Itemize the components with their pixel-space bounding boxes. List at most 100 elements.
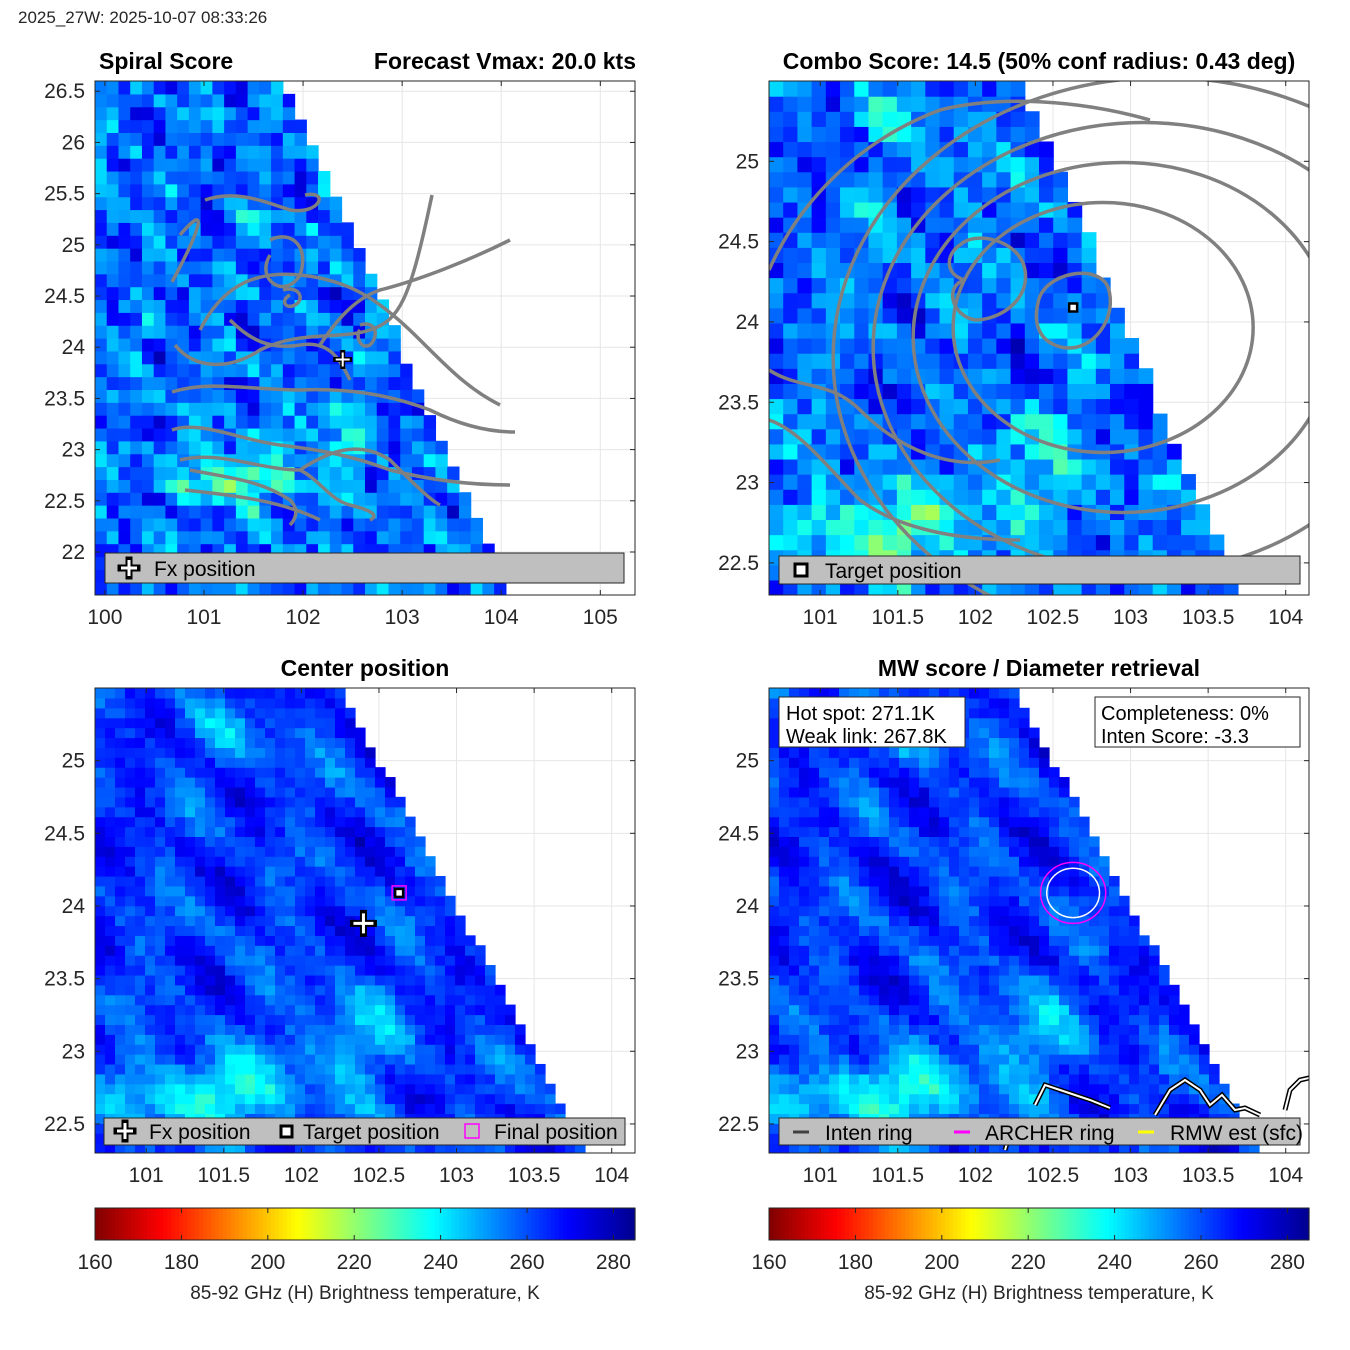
- heatmap-cell: [911, 413, 926, 430]
- heatmap-cell: [969, 984, 980, 996]
- heatmap-cell: [1079, 1063, 1090, 1075]
- heatmap-cell: [95, 582, 108, 595]
- heatmap-cell: [959, 1093, 970, 1105]
- heatmap-cell: [415, 1054, 426, 1065]
- heatmap-cell: [849, 945, 860, 956]
- heatmap-cell: [535, 1143, 546, 1153]
- heatmap-cell: [215, 895, 226, 907]
- heatmap-cell: [341, 415, 354, 429]
- heatmap-cell: [515, 1083, 526, 1095]
- heatmap-cell: [458, 582, 472, 595]
- heatmap-cell: [318, 517, 331, 532]
- heatmap-cell: [1009, 1073, 1020, 1085]
- heatmap-cell: [849, 1044, 860, 1055]
- heatmap-cell: [235, 955, 246, 966]
- heatmap-cell: [1129, 915, 1140, 927]
- heatmap-cell: [929, 1063, 940, 1075]
- heatmap-cell: [105, 846, 116, 857]
- heatmap-cell: [155, 1034, 166, 1045]
- heatmap-cell: [925, 126, 941, 143]
- heatmap-cell: [95, 1143, 106, 1153]
- heatmap-cell: [235, 81, 249, 95]
- heatmap-cell: [929, 1034, 940, 1045]
- heatmap-cell: [1159, 1143, 1170, 1153]
- heatmap-cell: [315, 1024, 326, 1035]
- heatmap-cell: [475, 1054, 486, 1065]
- heatmap-cell: [789, 1103, 800, 1115]
- heatmap-cell: [325, 1103, 336, 1115]
- heatmap-cell: [345, 727, 356, 739]
- heatmap-cell: [125, 1024, 136, 1035]
- heatmap-cell: [105, 1073, 116, 1085]
- heatmap-cell: [305, 895, 316, 907]
- heatmap-cell: [989, 1034, 1000, 1045]
- heatmap-cell: [165, 1044, 176, 1055]
- heatmap-cell: [783, 201, 799, 218]
- heatmap-cell: [294, 145, 307, 159]
- heatmap-cell: [929, 1004, 940, 1016]
- heatmap-cell: [839, 1143, 850, 1153]
- heatmap-cell: [325, 757, 336, 768]
- heatmap-cell: [265, 1044, 276, 1055]
- heatmap-cell: [155, 1093, 166, 1105]
- heatmap-cell: [535, 1103, 546, 1115]
- heatmap-cell: [329, 402, 343, 416]
- heatmap-cell: [1081, 247, 1097, 264]
- heatmap-cell: [105, 707, 116, 719]
- heatmap-cell: [306, 170, 319, 185]
- heatmap-cell: [185, 974, 196, 986]
- heatmap-cell: [375, 796, 386, 808]
- heatmap-cell: [125, 707, 136, 719]
- heatmap-cell: [118, 248, 131, 262]
- heatmap-cell: [1019, 1034, 1030, 1045]
- heatmap-cell: [953, 428, 969, 445]
- heatmap-cell: [145, 747, 156, 758]
- heatmap-cell: [979, 885, 990, 897]
- contour-line: [198, 272, 501, 407]
- heatmap-cell: [185, 826, 196, 838]
- heatmap-cell: [325, 786, 336, 798]
- heatmap-cell: [769, 111, 784, 127]
- heatmap-cell: [329, 248, 343, 262]
- heatmap-cell: [225, 875, 236, 887]
- heatmap-cell: [879, 1024, 890, 1035]
- heatmap-cell: [959, 935, 970, 946]
- heatmap-cell: [809, 1093, 820, 1105]
- heatmap-cell: [1059, 1143, 1070, 1153]
- heatmap-cell: [819, 885, 830, 897]
- heatmap-cell: [1149, 1034, 1160, 1045]
- heatmap-cell: [282, 312, 296, 326]
- heatmap-cell: [799, 1093, 810, 1105]
- heatmap-cell: [215, 796, 226, 808]
- heatmap-cell: [799, 1083, 810, 1095]
- heatmap-cell: [175, 1093, 186, 1105]
- heatmap-cell: [1059, 1103, 1070, 1115]
- heatmap-cell: [989, 1063, 1000, 1075]
- heatmap-cell: [1053, 428, 1069, 445]
- heatmap-cell: [809, 1034, 820, 1045]
- heatmap-cell: [388, 325, 401, 339]
- heatmap-cell: [285, 717, 296, 729]
- heatmap-cell: [819, 1103, 830, 1115]
- heatmap-cell: [105, 856, 116, 867]
- heatmap-cell: [1053, 171, 1069, 188]
- heatmap-cell: [400, 479, 413, 493]
- heatmap-cell: [341, 517, 354, 532]
- heatmap-cell: [225, 1044, 236, 1055]
- heatmap-cell: [177, 286, 190, 301]
- heatmap-cell: [282, 158, 296, 172]
- heatmap-cell: [899, 994, 910, 1006]
- heatmap-cell: [115, 796, 126, 808]
- heatmap-cell: [285, 747, 296, 758]
- heatmap-cell: [825, 81, 841, 97]
- heatmap-cell: [1129, 1014, 1140, 1025]
- heatmap-cell: [341, 376, 354, 390]
- heatmap-cell: [225, 727, 236, 739]
- heatmap-cell: [224, 158, 237, 172]
- heatmap-cell: [1010, 383, 1026, 400]
- heatmap-cell: [177, 312, 190, 326]
- heatmap-cell: [465, 1024, 476, 1035]
- heatmap-cell: [959, 945, 970, 956]
- heatmap-cell: [482, 582, 495, 595]
- heatmap-cell: [1179, 1093, 1190, 1105]
